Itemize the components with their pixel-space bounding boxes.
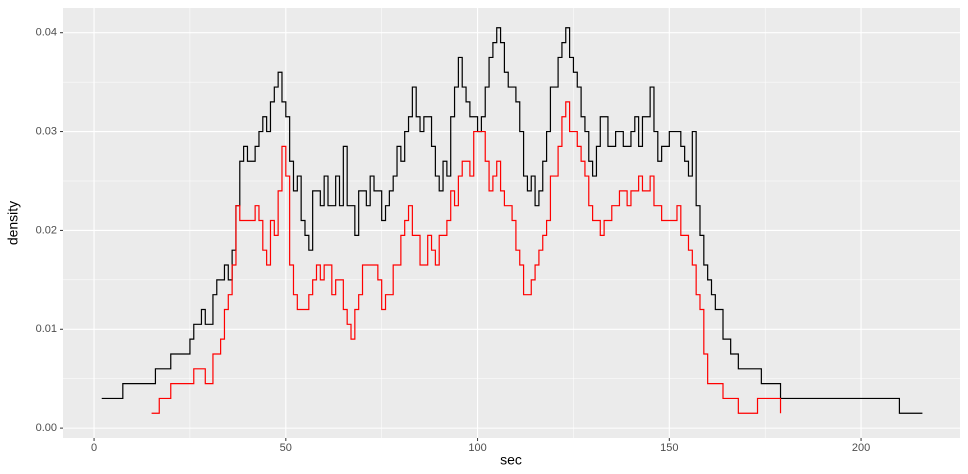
y-axis-title: density bbox=[5, 201, 21, 245]
x-tick-label: 200 bbox=[852, 442, 870, 454]
y-tick-label: 0.02 bbox=[36, 224, 57, 236]
y-tick-label: 0.03 bbox=[36, 125, 57, 137]
y-tick-label: 0.04 bbox=[36, 27, 57, 39]
x-tick-label: 100 bbox=[468, 442, 486, 454]
density-line bbox=[151, 101, 782, 414]
plot-panel bbox=[63, 8, 960, 438]
x-tick-label: 50 bbox=[280, 442, 292, 454]
x-axis-title: sec bbox=[500, 452, 522, 468]
y-tick-label: 0.01 bbox=[36, 323, 57, 335]
x-tick-label: 150 bbox=[660, 442, 678, 454]
x-tick-label: 0 bbox=[91, 442, 97, 454]
y-tick-label: 0.00 bbox=[36, 422, 57, 434]
density-line bbox=[101, 27, 923, 414]
